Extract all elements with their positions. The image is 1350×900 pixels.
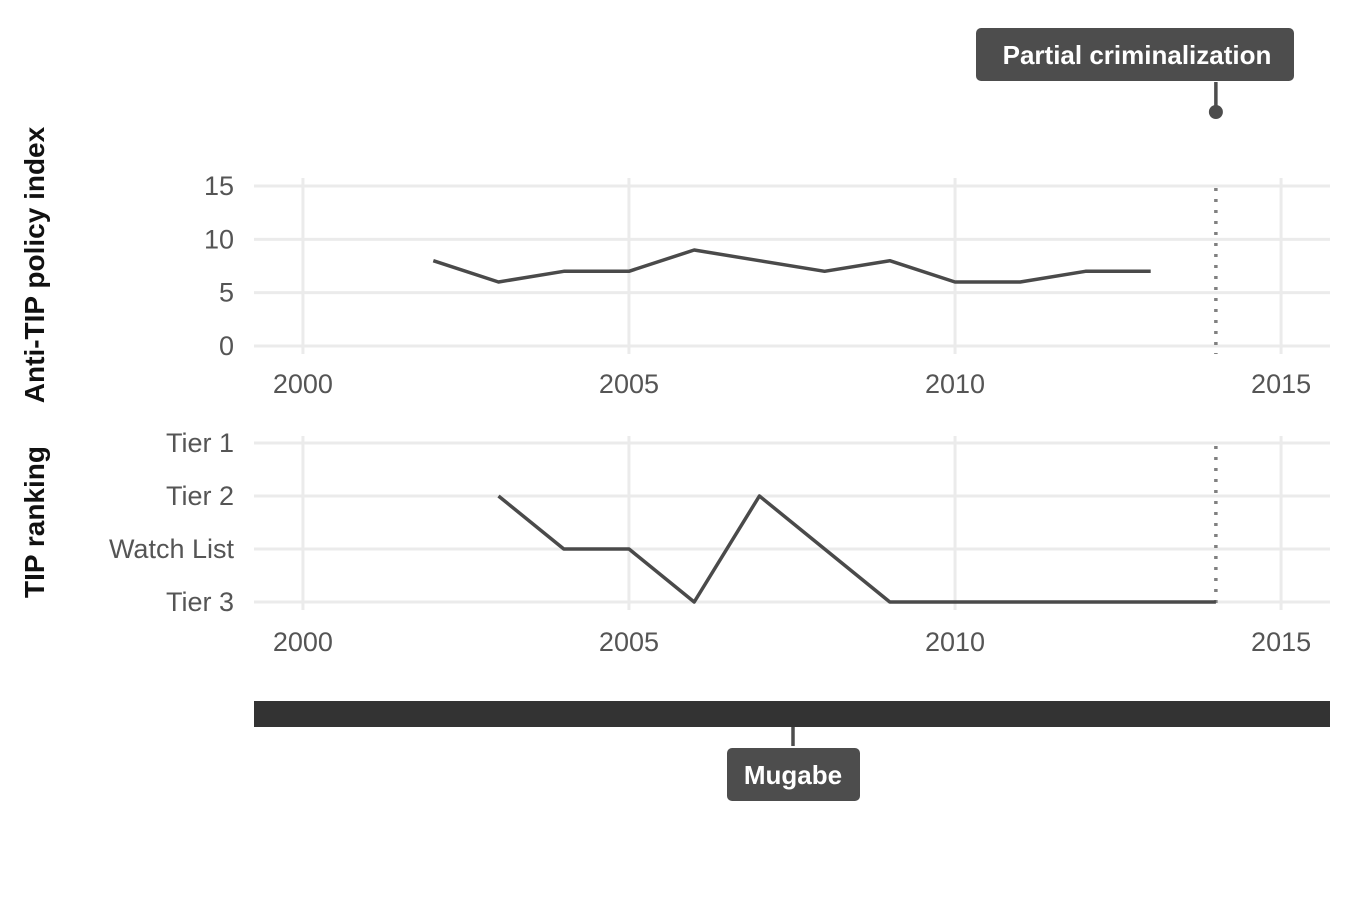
bottom-y-tick-label: Watch List xyxy=(109,534,235,564)
bottom-x-tick-label: 2000 xyxy=(273,627,333,657)
chart-marks xyxy=(254,82,1330,746)
top-y-tick-label: 5 xyxy=(219,278,234,308)
top-x-tick-label: 2015 xyxy=(1251,369,1311,399)
bottom-y-tick-label: Tier 2 xyxy=(166,481,234,511)
annotation-point xyxy=(1208,105,1223,119)
bottom-x-tick-label: 2015 xyxy=(1251,627,1311,657)
bottom-y-tick-label: Tier 3 xyxy=(166,587,234,617)
mugabe-label: Mugabe xyxy=(744,760,842,790)
partial-criminalization-label-box xyxy=(976,28,1294,81)
top-y-axis-label: Anti-TIP policy index xyxy=(19,126,50,403)
top-panel-grid: 0 5 10 15 2000 2005 2010 2015 xyxy=(204,171,1330,399)
mugabe-timeline-bar xyxy=(254,701,1330,727)
mugabe-label-box xyxy=(727,748,860,801)
bottom-panel-grid: Tier 1 Tier 2 Watch List Tier 3 2000 2005 2010… xyxy=(109,428,1330,657)
top-y-tick-label: 0 xyxy=(219,331,234,361)
top-x-tick-label: 2000 xyxy=(273,369,333,399)
tip-ranking-series-line xyxy=(497,494,1216,604)
bottom-x-tick-label: 2010 xyxy=(925,627,985,657)
bottom-y-tick-label: Tier 1 xyxy=(166,428,234,458)
top-y-tick-label: 10 xyxy=(204,224,234,254)
top-x-tick-label: 2010 xyxy=(925,369,985,399)
policy-index-series-line xyxy=(432,248,1151,284)
top-x-tick-label: 2005 xyxy=(599,369,659,399)
top-y-tick-label: 15 xyxy=(204,171,234,201)
bottom-y-axis-label: TIP ranking xyxy=(19,446,50,598)
partial-criminalization-label: Partial criminalization xyxy=(1003,40,1272,70)
bottom-x-tick-label: 2005 xyxy=(599,627,659,657)
